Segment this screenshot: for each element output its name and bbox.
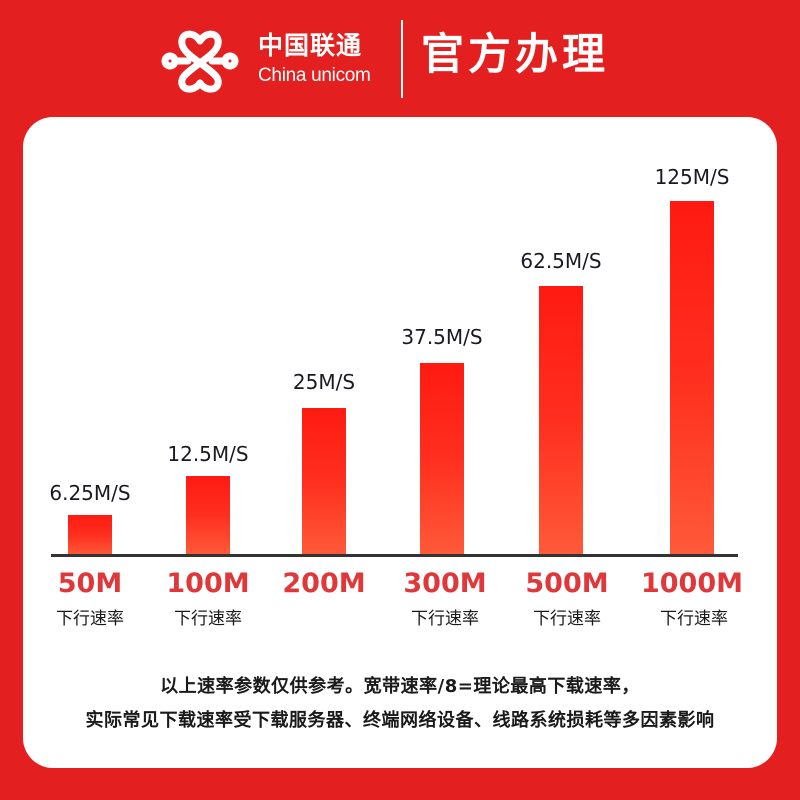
slogan: 官方办理 [421, 30, 609, 80]
bar-500m [539, 286, 583, 555]
category-label-200m: 200M [282, 568, 366, 599]
china-unicom-knot-icon [161, 30, 239, 93]
value-label-1000m: 125M/S [654, 165, 730, 189]
header: 中国联通 China unicom 官方办理 [0, 0, 800, 117]
category-label-500m: 500M [525, 568, 609, 599]
sub-label-1000m: 下行速率 [660, 609, 728, 629]
category-label-300m: 300M [403, 568, 487, 599]
chart-card [23, 117, 777, 768]
x-axis-baseline [51, 554, 738, 557]
header-divider [401, 20, 403, 98]
sub-label-50m: 下行速率 [56, 609, 124, 629]
bar-1000m [670, 201, 714, 555]
bar-50m [68, 515, 112, 555]
category-label-1000m: 1000M [640, 568, 743, 599]
sub-label-500m: 下行速率 [533, 609, 601, 629]
category-label-50m: 50M [57, 568, 123, 599]
value-label-100m: 12.5M/S [167, 442, 249, 466]
sub-label-100m: 下行速率 [174, 609, 242, 629]
bar-300m [420, 363, 464, 555]
sub-label-300m: 下行速率 [411, 609, 479, 629]
brand-name-en: China unicom [258, 65, 371, 86]
value-label-50m: 6.25M/S [49, 481, 131, 505]
disclaimer-line-2: 实际常见下载速率受下载服务器、终端网络设备、线路系统损耗等多因素影响 [85, 710, 715, 731]
value-label-300m: 37.5M/S [401, 325, 483, 349]
disclaimer-line-1: 以上速率参数仅供参考。宽带速率/8=理论最高下载速率， [160, 676, 640, 697]
bar-100m [186, 476, 230, 555]
value-label-500m: 62.5M/S [520, 249, 602, 273]
category-label-100m: 100M [166, 568, 250, 599]
brand-name-cn: 中国联通 [258, 31, 363, 60]
value-label-200m: 25M/S [292, 370, 356, 394]
bar-200m [302, 408, 346, 555]
